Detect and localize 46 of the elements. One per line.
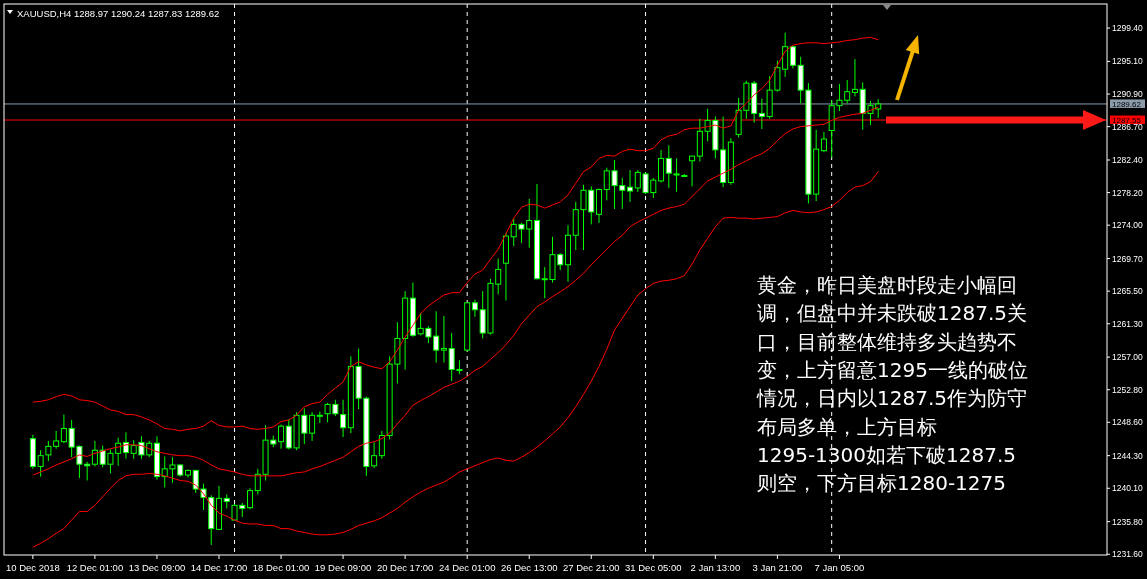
candlestick: [247, 487, 254, 510]
y-tick-label: 1269.70: [1112, 253, 1143, 264]
annotation: 黄金，昨日美盘时段走小幅回调，但盘中并未跌破1287.5关口，目前整体维持多头趋势不变，上方留意1295一线的破位情况，日内以1287.5作为防守布局多单，上方目标1295-1300如若下破1287.5则空，下方目标1280-1275: [756, 273, 1028, 496]
y-tick-label: 1244.30: [1112, 450, 1143, 461]
x-tick-label: 20 Dec 17:00: [376, 562, 434, 573]
x-tick-label: 7 Jan 05:00: [814, 562, 865, 573]
candlestick: [689, 155, 696, 187]
y-tick-label: 1235.80: [1112, 516, 1143, 527]
x-tick-label: 12 Dec 01:00: [66, 562, 124, 573]
y-tick-label: 1248.60: [1112, 417, 1143, 428]
x-tick-label: 24 Dec 01:00: [438, 562, 496, 573]
chart-title: XAUUSD,H4 1288.97 1290.24 1287.83 1289.62: [17, 8, 220, 19]
y-tick-label: 1290.90: [1112, 89, 1143, 99]
x-tick-label: 10 Dec 2018: [5, 562, 60, 573]
x-tick-label: 2 Jan 13:00: [690, 562, 741, 573]
x-tick-label: 13 Dec 09:00: [128, 562, 186, 573]
candlestick: [91, 440, 98, 468]
y-tick-label: 1240.10: [1112, 483, 1143, 494]
x-tick-label: 19 Dec 09:00: [314, 562, 372, 573]
y-tick-label: 1252.80: [1112, 384, 1143, 395]
candlestick: [378, 430, 385, 460]
candlestick: [278, 424, 285, 450]
candlestick: [658, 149, 665, 183]
y-tick-label: 1257.00: [1112, 352, 1143, 363]
y-tick-label: 1231.60: [1112, 549, 1143, 560]
y-tick-label: 1295.10: [1112, 56, 1143, 67]
candlestick: [820, 131, 827, 153]
candlestick: [340, 399, 347, 438]
y-tick-label: 1282.40: [1112, 154, 1143, 165]
x-tick-label: 26 Dec 13:00: [500, 562, 558, 573]
x-tick-label: 18 Dec 01:00: [252, 562, 310, 573]
y-tick-label: 1299.40: [1112, 23, 1143, 34]
candlestick: [471, 299, 478, 318]
candlestick: [851, 58, 858, 97]
candlestick: [627, 169, 634, 203]
y-tick-label: 1261.30: [1112, 318, 1143, 329]
x-tick-label: 27 Dec 21:00: [563, 562, 620, 573]
candlestick: [309, 411, 316, 442]
y-tick-label: 1274.00: [1112, 220, 1143, 231]
y-tick-label: 1265.50: [1112, 286, 1143, 297]
ref-line-label: 1289.62: [1112, 99, 1142, 109]
y-tick-label: 1278.20: [1112, 187, 1143, 198]
x-tick-label: 14 Dec 17:00: [190, 562, 248, 573]
x-tick-label: 3 Jan 21:00: [752, 562, 803, 573]
x-tick-label: 31 Dec 05:00: [625, 562, 682, 573]
ref-line-label: 1287.55: [1112, 115, 1142, 125]
